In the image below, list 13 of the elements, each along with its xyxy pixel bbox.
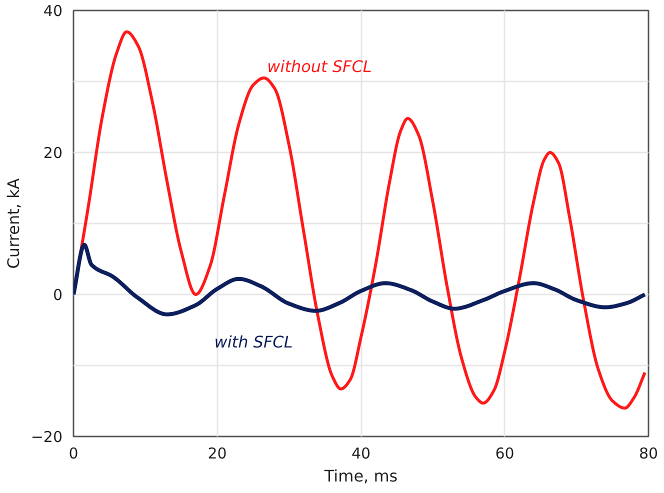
y-tick-label: −20 [30,428,62,446]
annotation: with SFCL [214,332,293,352]
x-tick-label: 80 [638,444,658,462]
x-tick-label: 0 [68,444,78,462]
x-tick-label: 20 [208,444,227,462]
y-tick-label: 20 [43,144,63,162]
x-tick-label: 60 [495,444,514,462]
x-axis-title: Time, ms [323,466,398,486]
y-axis-title: Current, kA [4,178,23,269]
y-tick-label: 40 [43,2,63,20]
y-tick-label: 0 [52,286,63,304]
x-tick-label: 40 [351,444,371,462]
annotation: without SFCL [267,57,372,76]
